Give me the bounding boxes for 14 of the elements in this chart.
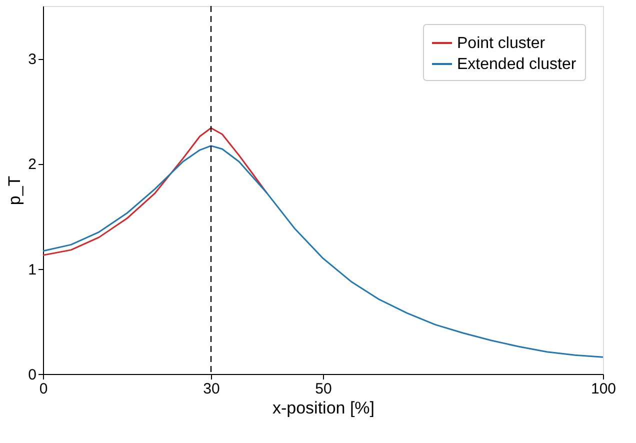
x-tick-label: 50 [315, 380, 332, 398]
legend-label: Point cluster [457, 35, 546, 52]
y-tick-label: 2 [28, 156, 36, 174]
legend-label: Extended cluster [457, 56, 577, 73]
x-tick-label: 100 [590, 380, 616, 398]
x-tick-label: 30 [203, 380, 220, 398]
x-tick-label: 0 [39, 380, 48, 398]
y-tick-label: 3 [28, 51, 36, 68]
x-axis-title: x-position [%] [272, 398, 375, 418]
y-axis-title: p_T [5, 176, 24, 206]
y-tick-label: 0 [28, 366, 36, 384]
line-series [42, 145, 604, 358]
y-tick-label: 1 [28, 261, 36, 278]
line-series [42, 127, 268, 256]
